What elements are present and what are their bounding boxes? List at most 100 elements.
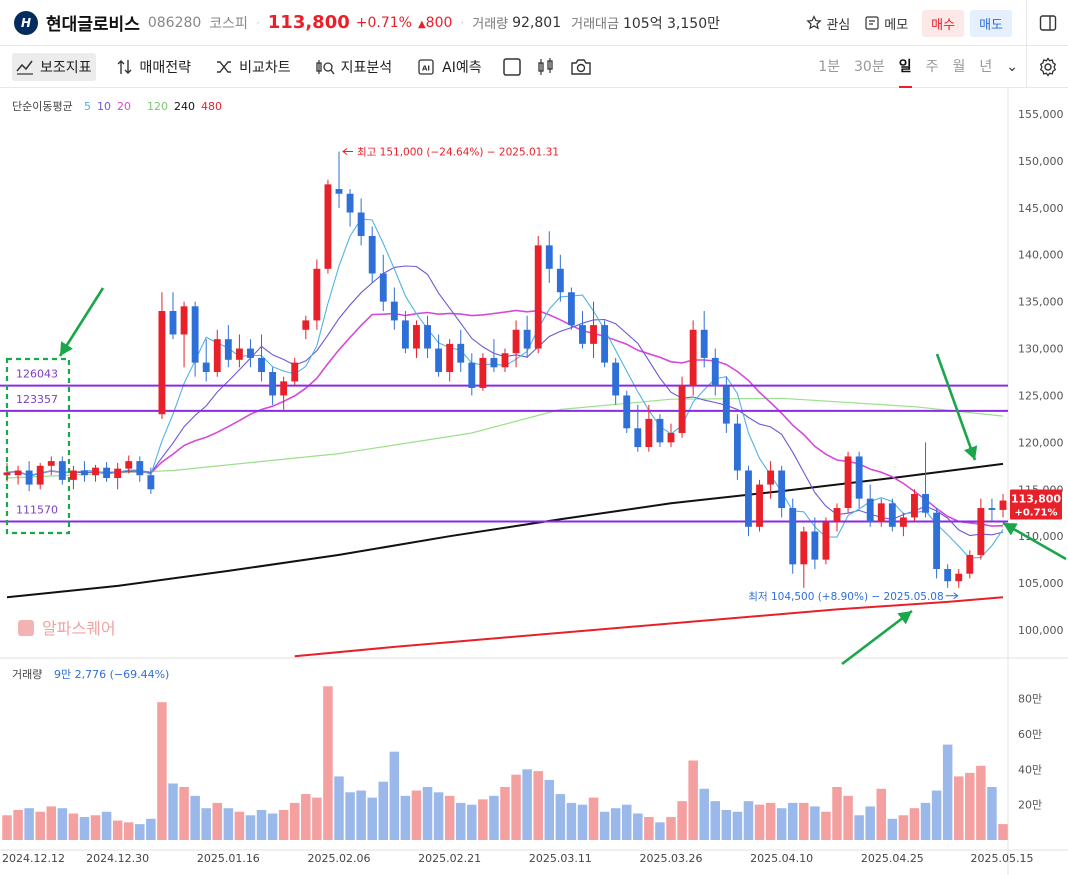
candle — [69, 465, 77, 490]
volume-bar — [810, 806, 820, 840]
volume-bar — [367, 797, 377, 840]
candle — [357, 198, 365, 246]
volume-bar — [79, 817, 90, 840]
candle-body — [700, 329, 708, 358]
candle — [335, 151, 343, 208]
hline-label-126043: 126043 — [16, 368, 58, 381]
candle-body — [114, 468, 122, 479]
candle — [302, 315, 310, 340]
candle-type-button[interactable] — [536, 57, 556, 77]
screenshot-button[interactable] — [570, 57, 592, 77]
y-tick-label: 155,000 — [1018, 108, 1064, 121]
candle-body — [435, 348, 443, 372]
price-chart[interactable]: 100,000105,000110,000115,000120,000125,0… — [0, 88, 1068, 875]
x-tick-label: 2025.01.16 — [197, 852, 260, 865]
candle — [457, 329, 465, 372]
arrow-head — [897, 611, 912, 625]
volume-bar — [621, 804, 632, 840]
volume-bar — [168, 783, 178, 840]
candle-body — [977, 508, 985, 555]
candle — [180, 301, 188, 368]
ma-legend: 단순이동평균 5 10 20 120 240 480 — [12, 100, 222, 113]
blank-chart-button[interactable] — [502, 57, 522, 77]
volume-bar — [511, 774, 521, 840]
watermark-text: 알파스퀘어 — [42, 619, 116, 638]
volume-value: 92,801 — [512, 14, 562, 31]
candle — [811, 517, 819, 570]
period-0[interactable]: 1분 — [818, 59, 840, 75]
candle-body — [911, 493, 918, 518]
compare-label: 비교차트 — [239, 59, 291, 76]
candle — [92, 464, 99, 482]
period-1[interactable]: 30분 — [854, 59, 885, 75]
candle — [258, 334, 265, 382]
arrow-shaft — [935, 353, 977, 461]
settings-button[interactable] — [1026, 46, 1068, 88]
side-panel-toggle[interactable] — [1026, 0, 1068, 46]
analysis-label: 지표분석 — [340, 59, 393, 76]
candle — [202, 339, 210, 382]
volume-bar — [976, 765, 986, 840]
candle — [966, 550, 974, 579]
ma10-line — [6, 265, 1004, 537]
panel-icon — [1039, 15, 1056, 31]
candle-body — [767, 470, 775, 485]
period-2[interactable]: 일 — [898, 46, 912, 88]
candle-body — [47, 461, 55, 466]
volume-bar — [965, 772, 975, 840]
volume-bar — [599, 811, 610, 840]
period-4[interactable]: 월 — [952, 59, 966, 75]
analysis-button[interactable]: 지표분석 — [311, 53, 397, 81]
volume-bar — [400, 795, 411, 840]
watermark-logo-icon — [18, 620, 34, 636]
volume-bar — [522, 769, 532, 840]
candle — [645, 404, 653, 452]
memo-button[interactable]: 메모 — [864, 14, 908, 33]
candle-body — [169, 311, 177, 335]
compare-button[interactable]: 비교차트 — [211, 53, 295, 81]
candle — [125, 455, 133, 474]
volume-bar — [799, 802, 809, 840]
buy-button[interactable]: 매수 — [922, 9, 965, 37]
candle-body — [213, 339, 221, 372]
candle — [534, 235, 542, 354]
volume-bar — [887, 818, 898, 840]
candle-body — [789, 508, 797, 565]
volume-bar — [854, 815, 864, 840]
candle — [556, 254, 564, 302]
volume-bar — [478, 799, 488, 840]
ma-legend-title: 단순이동평균 — [12, 100, 73, 113]
volume-bar — [787, 802, 798, 840]
period-3[interactable]: 주 — [925, 59, 939, 75]
candle-body — [689, 329, 697, 387]
volume-bar — [334, 776, 344, 840]
chevron-down-icon[interactable]: ⌄ — [1006, 59, 1018, 75]
stock-name[interactable]: 현대글로비스 — [46, 15, 140, 35]
candle-body — [357, 212, 365, 236]
candle-body — [590, 325, 597, 344]
candle-body — [667, 432, 675, 443]
ma-legend-120: 120 — [147, 100, 168, 113]
watchlist-button[interactable]: 관심 — [806, 14, 850, 33]
candle-body — [379, 273, 387, 302]
memo-label: 메모 — [884, 17, 909, 33]
candle — [136, 456, 144, 482]
indicator-button[interactable]: 보조지표 — [12, 52, 96, 81]
y-tick-label: 100,000 — [1018, 624, 1064, 637]
x-tick-label: 2024.12.30 — [86, 852, 149, 865]
current-price: 113,800 — [267, 12, 350, 33]
ai-predict-button[interactable]: AI AI예측 — [412, 53, 485, 81]
candle — [899, 512, 907, 537]
candle-body — [579, 325, 586, 344]
sell-button[interactable]: 매도 — [970, 9, 1012, 37]
volume-bar — [234, 811, 245, 840]
candle-body — [413, 325, 420, 349]
y-tick-label: 130,000 — [1018, 343, 1064, 356]
strategy-button[interactable]: 매매전략 — [112, 53, 196, 81]
change-amount: ▲800 — [418, 15, 452, 31]
volume-bar — [898, 815, 909, 840]
period-5[interactable]: 년 — [979, 59, 993, 75]
candle-body — [14, 470, 22, 476]
compare-icon — [217, 60, 232, 73]
candle — [877, 498, 885, 527]
